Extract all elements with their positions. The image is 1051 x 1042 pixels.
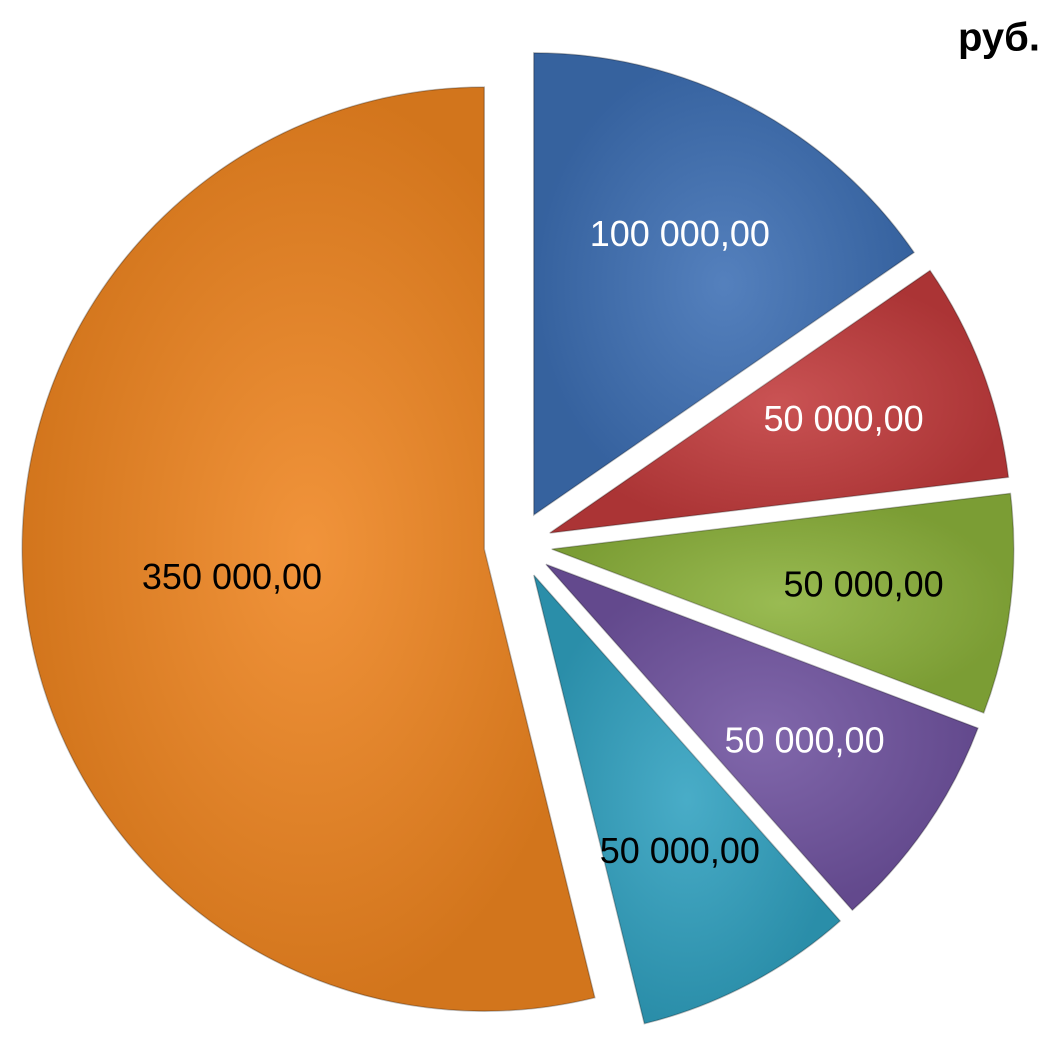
slice-shade (533, 52, 915, 515)
data-label: 50 000,00 (763, 398, 923, 439)
data-label: 50 000,00 (600, 830, 760, 871)
data-label: 100 000,00 (590, 213, 770, 254)
slice-shade (533, 575, 841, 1024)
data-label: 50 000,00 (784, 563, 944, 604)
data-label: 350 000,00 (142, 556, 322, 597)
slice-shade (22, 87, 595, 1012)
chart-title: руб. (958, 16, 1040, 60)
data-label: 50 000,00 (724, 719, 884, 760)
slice-shade (545, 564, 978, 911)
slice-shade (551, 493, 1014, 713)
slice-shade (549, 270, 1009, 533)
